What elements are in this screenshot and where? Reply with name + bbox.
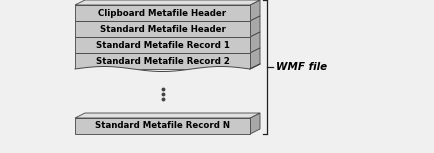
Text: Clipboard Metafile Header: Clipboard Metafile Header xyxy=(99,9,227,17)
Polygon shape xyxy=(250,113,260,134)
Text: WMF file: WMF file xyxy=(276,62,327,72)
Text: Standard Metafile Header: Standard Metafile Header xyxy=(99,24,225,34)
Polygon shape xyxy=(75,5,250,21)
Text: Standard Metafile Record N: Standard Metafile Record N xyxy=(95,121,230,131)
Polygon shape xyxy=(75,53,250,69)
Polygon shape xyxy=(75,118,250,134)
Polygon shape xyxy=(250,70,260,75)
Text: Standard Metafile Record 2: Standard Metafile Record 2 xyxy=(95,56,230,65)
Polygon shape xyxy=(250,0,260,21)
Polygon shape xyxy=(75,21,250,37)
Text: Standard Metafile Record 1: Standard Metafile Record 1 xyxy=(95,41,230,50)
Polygon shape xyxy=(75,0,260,5)
Polygon shape xyxy=(250,48,260,69)
Polygon shape xyxy=(250,16,260,37)
Polygon shape xyxy=(250,32,260,53)
Polygon shape xyxy=(75,37,250,53)
Polygon shape xyxy=(75,113,260,118)
